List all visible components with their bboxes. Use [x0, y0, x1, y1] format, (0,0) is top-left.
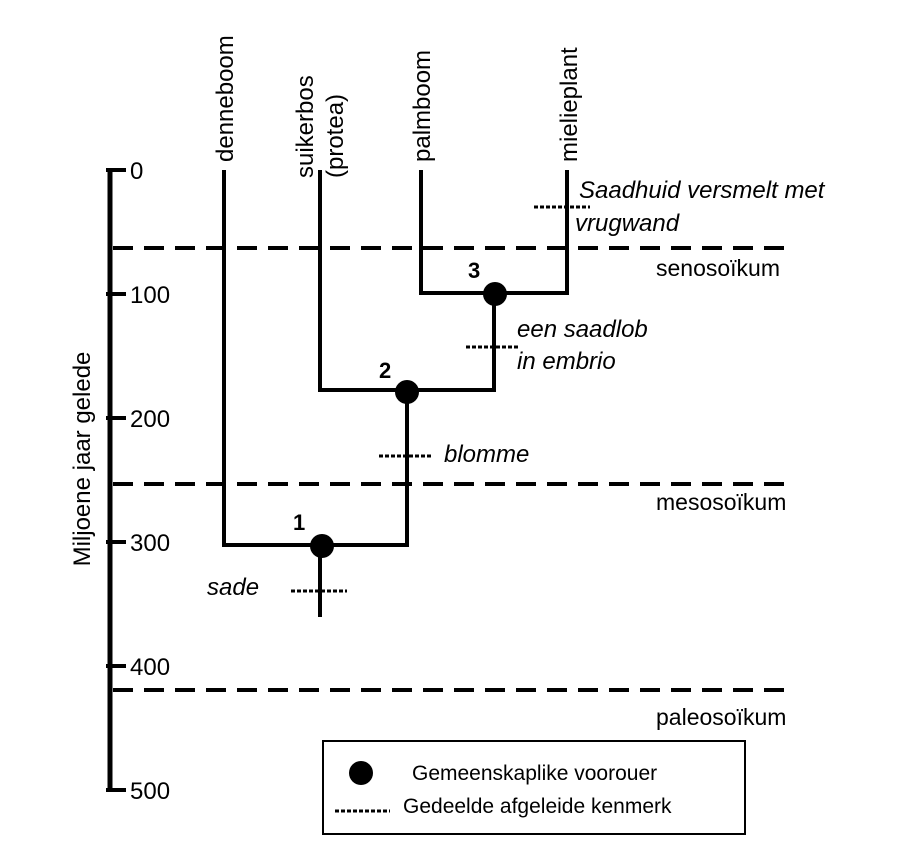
tick-label-0: 0 [130, 158, 143, 185]
tick-label-300: 300 [130, 530, 170, 557]
trait-label-flowers: blomme [444, 441, 529, 468]
ancestor-node-2 [395, 380, 419, 404]
trait-label-fruit-line2: vrugwand [575, 210, 680, 237]
node-number-2: 2 [379, 358, 391, 383]
era-boundaries: senosoïkum mesosoïkum paleosoïkum [113, 246, 790, 730]
legend-derived-label: Gedeelde afgeleide kenmerk [403, 795, 672, 818]
branch-protea [318, 170, 407, 392]
branch-pine [222, 170, 322, 547]
tick-label-100: 100 [130, 282, 170, 309]
taxon-labels: denneboom suikerbos (protea) palmboom mi… [212, 35, 583, 178]
taxon-label-protea-line2: (protea) [322, 94, 349, 178]
legend-ancestor-label: Gemeenskaplike voorouer [412, 762, 657, 785]
trait-label-seeds: sade [207, 574, 259, 601]
era-label-paleozoic: paleosoïkum [656, 704, 786, 730]
time-axis: 0 100 200 300 400 500 Miljoene jaar gele… [69, 158, 170, 805]
trait-label-monocot-line2: in embrio [517, 348, 616, 375]
derived-traits: sade blomme een saadlob in embrio Saadhu… [207, 177, 826, 601]
legend: Gemeenskaplike voorouer Gedeelde afgelei… [322, 740, 746, 835]
era-label-mesozoic: mesosoïkum [656, 489, 786, 515]
era-label-cenozoic: senosoïkum [656, 255, 780, 281]
tick-label-200: 200 [130, 406, 170, 433]
ancestor-node-3 [483, 282, 507, 306]
node-number-3: 3 [468, 258, 480, 283]
axis-title: Miljoene jaar gelede [69, 352, 96, 567]
tick-label-400: 400 [130, 654, 170, 681]
branch-node2-node3 [407, 294, 496, 392]
taxon-label-maize: mielieplant [556, 47, 583, 162]
node-number-1: 1 [293, 510, 305, 535]
taxon-label-palm: palmboom [409, 50, 436, 162]
trait-label-monocot-line1: een saadlob [517, 316, 648, 343]
ancestor-nodes: 1 2 3 [293, 258, 507, 558]
ancestor-node-1 [310, 534, 334, 558]
branch-palm-maize [419, 170, 569, 295]
trait-label-fruit-line1: Saadhuid versmelt met [579, 177, 826, 204]
taxon-label-protea-line1: suikerbos [292, 75, 319, 178]
legend-box [322, 740, 746, 835]
branch-node1-node2 [322, 392, 409, 547]
taxon-label-pine: denneboom [212, 35, 239, 162]
tick-label-500: 500 [130, 778, 170, 805]
legend-ancestor-icon [349, 761, 373, 785]
